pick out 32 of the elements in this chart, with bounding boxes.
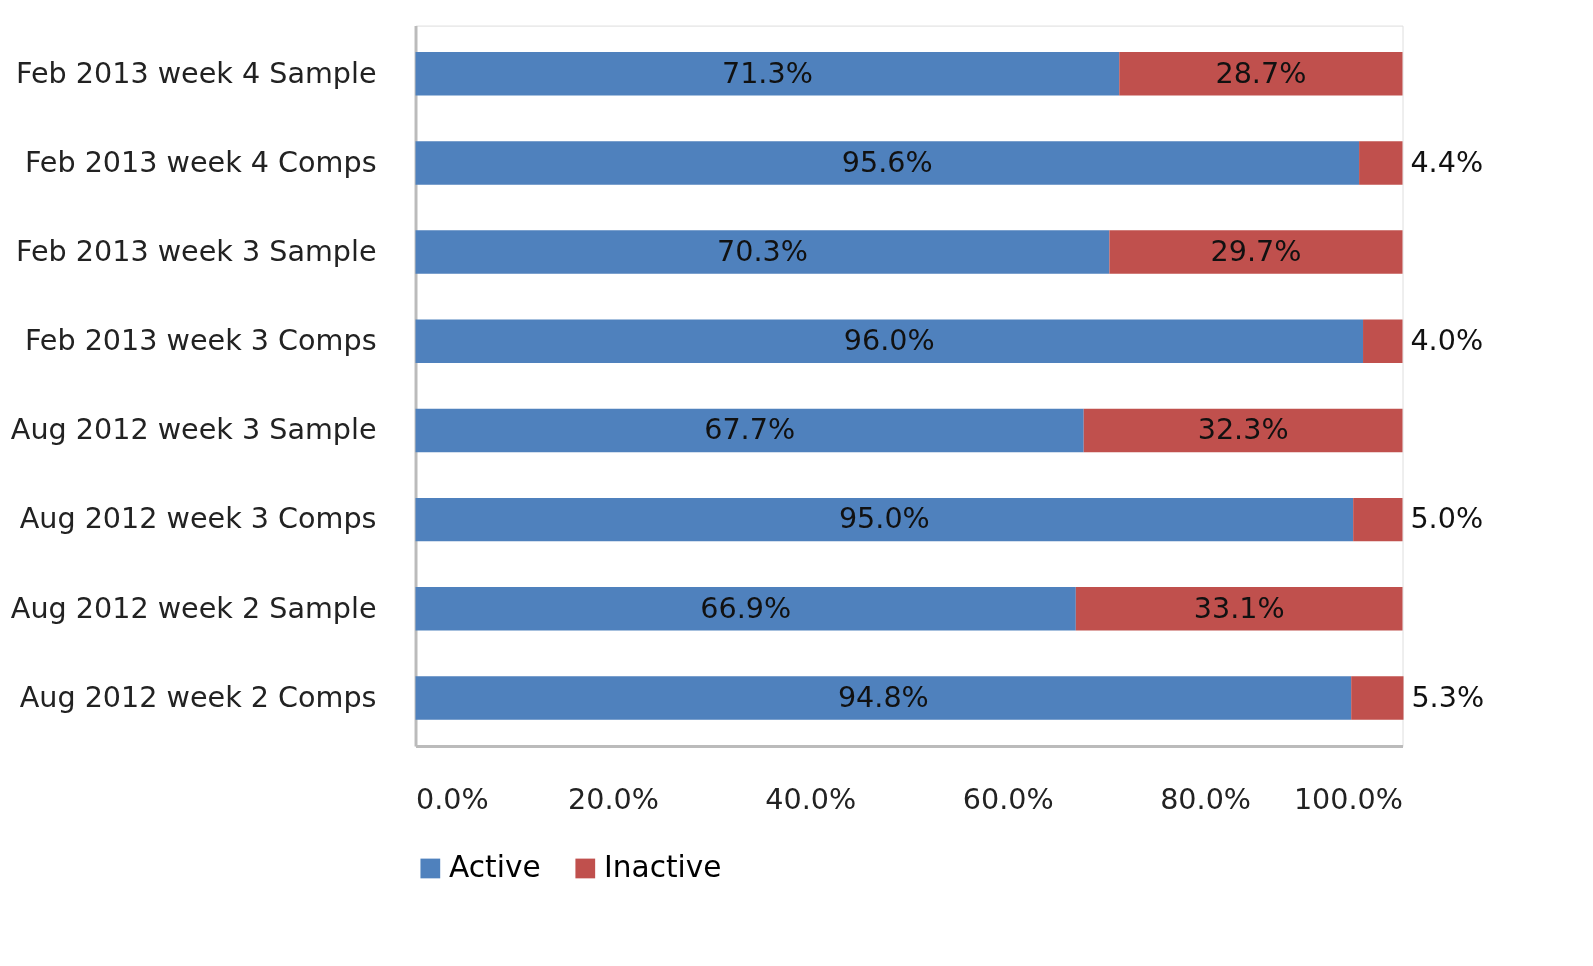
y-tick-label: Feb 2013 week 3 Comps — [24, 323, 377, 358]
data-label: 95.6% — [841, 144, 933, 179]
data-label: 94.8% — [837, 679, 929, 714]
x-tick-label: 0.0% — [416, 781, 489, 816]
data-label: 5.0% — [1410, 501, 1484, 536]
x-tick-label: 40.0% — [765, 781, 857, 816]
x-tick-label: 60.0% — [962, 781, 1054, 816]
legend-label: Inactive — [604, 850, 722, 885]
data-label: 95.0% — [838, 501, 930, 536]
x-tick-label: 80.0% — [1160, 781, 1252, 816]
y-tick-label: Aug 2012 week 3 Comps — [19, 501, 377, 536]
y-tick-label: Aug 2012 week 3 Sample — [10, 412, 377, 447]
data-label: 5.3% — [1411, 679, 1485, 714]
data-label: 67.7% — [704, 412, 796, 447]
data-label: 66.9% — [700, 590, 792, 625]
data-label: 70.3% — [717, 233, 808, 268]
data-label: 4.4% — [1410, 144, 1484, 179]
x-tick-label: 20.0% — [567, 781, 659, 816]
data-label: 96.0% — [843, 323, 935, 358]
data-label: 28.7% — [1215, 55, 1307, 90]
y-tick-label: Feb 2013 week 3 Sample — [16, 233, 377, 268]
data-label: 29.7% — [1210, 233, 1302, 268]
x-tick-label: 100.0% — [1293, 781, 1403, 816]
data-label: 33.1% — [1193, 590, 1285, 625]
data-label: 71.3% — [721, 55, 813, 90]
y-tick-label: Aug 2012 week 2 Comps — [19, 679, 377, 714]
y-tick-label: Feb 2013 week 4 Sample — [16, 55, 377, 90]
y-tick-label: Aug 2012 week 2 Sample — [10, 590, 377, 625]
y-tick-label: Feb 2013 week 4 Comps — [24, 144, 377, 179]
data-label: 4.0% — [1410, 323, 1484, 358]
data-label: 32.3% — [1197, 412, 1289, 447]
legend-label: Active — [449, 850, 541, 885]
